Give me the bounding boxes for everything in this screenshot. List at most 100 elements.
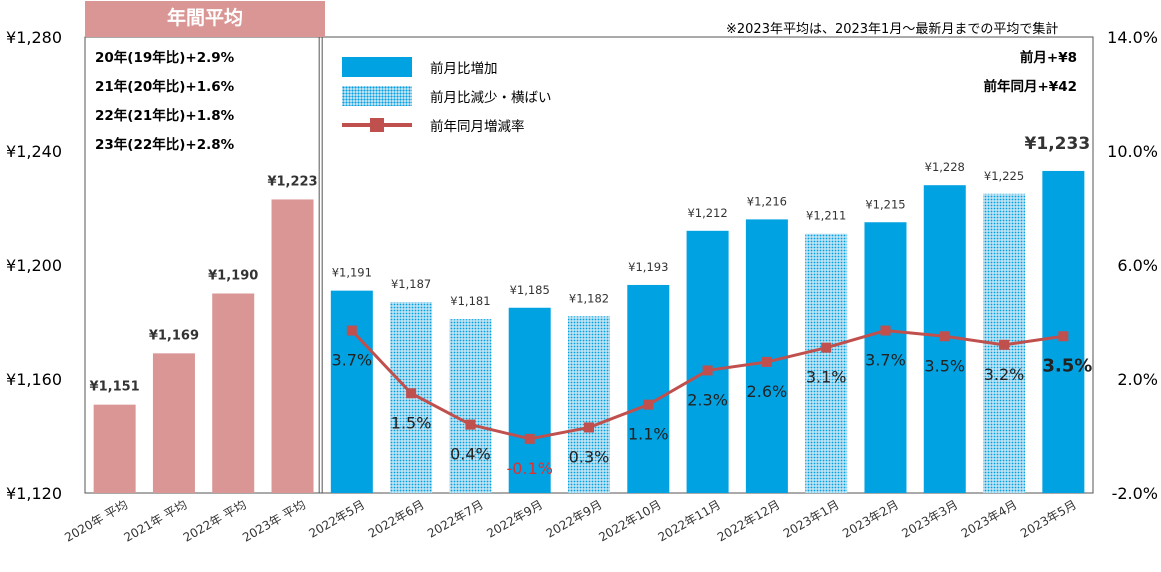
x-tick-label: 2023年3月	[899, 497, 960, 540]
yoy-rate-marker	[524, 433, 535, 444]
yoy-rate-label: 2.3%	[687, 390, 728, 409]
y-left-tick-label: ¥1,280	[6, 28, 62, 47]
yoy-rate-label: 3.5%	[924, 356, 965, 375]
bar	[212, 293, 255, 493]
y-left-tick-label: ¥1,160	[6, 370, 62, 389]
yoy-rate-marker	[1058, 331, 1069, 342]
x-tick-label: 2023年2月	[840, 497, 901, 540]
yoy-rate-label: 1.1%	[628, 425, 669, 444]
yoy-rate-marker	[584, 422, 594, 433]
bar	[449, 319, 492, 493]
bar	[686, 230, 729, 494]
annual-change-2023: 23年(22年比)+2.8%	[95, 137, 235, 153]
x-tick-label: 2022年9月	[544, 497, 605, 540]
bar-value-label: ¥1,233	[1025, 134, 1091, 154]
bar-value-label: ¥1,191	[332, 266, 372, 280]
bar-value-label: ¥1,187	[391, 277, 431, 291]
yoy-rate-marker	[821, 342, 832, 353]
bar	[152, 353, 195, 493]
x-tick-label: 2023年1月	[781, 497, 842, 540]
x-tick-label: 2021年 平均	[122, 497, 190, 544]
average-note: ※2023年平均は、2023年1月～最新月までの平均で集計	[726, 22, 1059, 37]
yoy-rate-label: 3.7%	[865, 351, 906, 370]
x-tick-label: 2023年4月	[959, 497, 1020, 540]
bar-value-label: ¥1,216	[747, 194, 787, 208]
yoy-rate-marker	[702, 365, 713, 376]
yoy-rate-marker	[643, 399, 654, 410]
bar	[271, 199, 314, 493]
annual-average-header: 年間平均	[85, 1, 325, 37]
bar	[568, 316, 610, 493]
y-right-tick-label: 6.0%	[1117, 256, 1158, 275]
x-tick-label: 2022年6月	[366, 497, 427, 540]
bar	[627, 284, 670, 493]
x-tick-label: 2022年7月	[425, 497, 486, 540]
yoy-rate-label: 0.4%	[450, 445, 491, 464]
legend-increase-label: 前月比増加	[430, 61, 498, 77]
yoy-rate-label: 1.5%	[391, 413, 432, 432]
yoy-rate-marker	[761, 356, 772, 367]
yoy-rate-marker	[346, 325, 357, 336]
x-tick-label: 2022年9月	[484, 497, 545, 540]
x-tick-label: 2022年 平均	[181, 497, 249, 544]
x-tick-label: 2022年11月	[656, 497, 723, 544]
legend-increase-swatch	[342, 57, 412, 77]
legend-increase: 前月比増加	[342, 56, 498, 78]
yoy-rate-label: 3.5%	[1042, 355, 1092, 376]
bar-value-label: ¥1,225	[984, 169, 1024, 183]
mom-change-note: 前月+¥8	[1019, 50, 1077, 66]
bar-value-label: ¥1,215	[865, 197, 905, 211]
annual-change-2021: 21年(20年比)+1.6%	[95, 79, 235, 95]
yoy-rate-label: 0.3%	[569, 447, 610, 466]
x-tick-label: 2023年 平均	[240, 497, 308, 544]
bar-value-label: ¥1,151	[90, 380, 140, 395]
bar-value-label: ¥1,223	[267, 174, 317, 189]
x-tick-label: 2020年 平均	[62, 497, 130, 544]
legend-decrease-label: 前月比減少・横ばい	[430, 90, 552, 106]
yoy-rate-marker	[465, 419, 476, 430]
yoy-rate-label: -0.1%	[506, 459, 552, 478]
yoy-rate-label: 3.2%	[984, 365, 1025, 384]
x-tick-label: 2022年5月	[306, 497, 367, 540]
bar-value-label: ¥1,182	[569, 291, 609, 305]
legend-yoy-rate-label: 前年同月増減率	[430, 119, 525, 135]
x-tick-label: 2023年5月	[1018, 497, 1079, 540]
yoy-rate-marker	[999, 339, 1010, 350]
yoy-rate-marker	[939, 331, 950, 342]
y-right-tick-label: -2.0%	[1112, 484, 1158, 503]
y-right-tick-label: 10.0%	[1107, 142, 1158, 161]
annual-change-2022: 22年(21年比)+1.8%	[95, 108, 235, 124]
yoy-rate-label: 3.7%	[331, 351, 372, 370]
x-tick-label: 2022年12月	[715, 497, 782, 544]
y-right-tick-label: 14.0%	[1107, 28, 1158, 47]
bar-value-label: ¥1,185	[510, 283, 550, 297]
legend-yoy-rate: 前年同月増減率	[342, 114, 525, 136]
y-left-tick-label: ¥1,200	[6, 256, 62, 275]
bar	[508, 307, 551, 493]
bar-value-label: ¥1,212	[687, 206, 727, 220]
bar	[864, 222, 907, 493]
legend-decrease-swatch	[342, 86, 412, 106]
legend-yoy-rate-swatch	[342, 115, 412, 135]
bar-value-label: ¥1,211	[806, 209, 846, 223]
legend-decrease: 前月比減少・横ばい	[342, 85, 552, 107]
yoy-rate-label: 3.1%	[806, 368, 847, 387]
y-right-tick-label: 2.0%	[1117, 370, 1158, 389]
y-left-tick-label: ¥1,120	[6, 484, 62, 503]
yoy-rate-label: 2.6%	[747, 382, 788, 401]
yoy-rate-marker	[880, 325, 891, 336]
bar-value-label: ¥1,181	[450, 294, 490, 308]
y-left-tick-label: ¥1,240	[6, 142, 62, 161]
x-tick-label: 2022年10月	[596, 497, 663, 544]
bar	[745, 219, 788, 493]
annual-change-2020: 20年(19年比)+2.9%	[95, 50, 235, 66]
bar-value-label: ¥1,169	[149, 328, 199, 343]
bar-value-label: ¥1,190	[208, 269, 258, 284]
yoy-change-note: 前年同月+¥42	[983, 79, 1078, 95]
bar-value-label: ¥1,193	[628, 260, 668, 274]
bar	[330, 290, 373, 493]
bar	[805, 233, 848, 493]
yoy-rate-marker	[406, 388, 417, 399]
bar-value-label: ¥1,228	[925, 160, 965, 174]
